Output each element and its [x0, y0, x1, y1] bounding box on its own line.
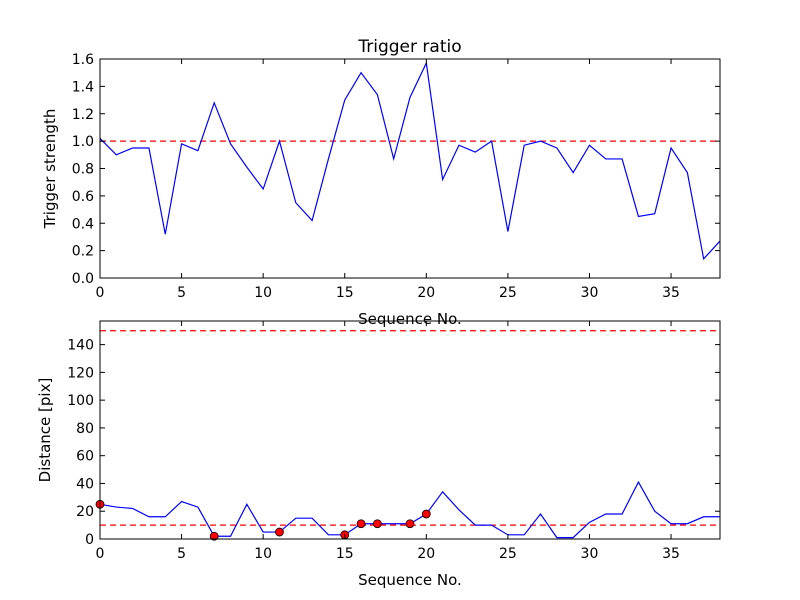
y-tick-label: 1.0: [72, 134, 94, 150]
data-marker: [356, 519, 366, 529]
x-tick-label: 10: [254, 285, 272, 301]
trigger-ratio-plot: 0 5 10 15 20 25 30 35 0.0 0.2 0.4 0.6 0.8 1.0 1.2 1.4 1.…: [41, 37, 721, 328]
x-tick-label: 0: [96, 285, 105, 301]
axes-frame: [99, 320, 721, 540]
x-tick-label: 0: [96, 546, 105, 562]
y-axis-label: Distance [pix]: [36, 378, 54, 483]
x-tick-label: 10: [254, 546, 272, 562]
series-line: [99, 480, 720, 539]
x-tick-label: 20: [417, 285, 435, 301]
x-axis-label: Sequence No.: [358, 310, 462, 328]
y-tick-label: 0.2: [72, 244, 94, 260]
y-tick-label: 140: [67, 338, 94, 354]
y-tick-label: 1.6: [72, 52, 94, 68]
distance-plot: 0 5 10 15 20 25 30 35 0 20 40 60 80 100 120 140 Sequence…: [36, 320, 721, 589]
x-tick-label: 25: [499, 285, 517, 301]
y-tick-label: 0: [85, 532, 94, 548]
x-tick-label: 15: [336, 546, 354, 562]
x-tick-label: 35: [662, 285, 680, 301]
y-tick-label: 1.2: [72, 107, 94, 123]
data-marker: [372, 519, 382, 529]
x-axis-label: Sequence No.: [358, 571, 462, 589]
data-marker: [405, 519, 415, 529]
x-tick-label: 30: [581, 546, 599, 562]
data-marker: [209, 531, 219, 541]
y-tick-label: 0.6: [72, 189, 94, 205]
y-tick-label: 100: [67, 393, 94, 409]
x-tick-label: 15: [336, 285, 354, 301]
data-marker: [421, 509, 431, 519]
y-axis-label: Trigger strength: [41, 109, 59, 230]
x-tick-label: 35: [662, 546, 680, 562]
series-line: [99, 61, 721, 261]
x-tick-label: 30: [581, 285, 599, 301]
y-tick-label: 20: [76, 504, 94, 520]
y-tick-label: 0.0: [72, 271, 94, 287]
y-tick-label: 80: [76, 421, 94, 437]
y-tick-label: 40: [76, 476, 94, 492]
x-tick-label: 5: [177, 546, 186, 562]
data-marker: [275, 527, 284, 537]
axes-frame: [99, 58, 721, 279]
y-tick-label: 60: [76, 449, 94, 465]
x-tick-label: 25: [499, 546, 517, 562]
x-tick-label: 20: [417, 546, 435, 562]
y-tick-label: 0.4: [72, 216, 94, 232]
y-tick-label: 120: [67, 365, 94, 381]
y-tick-label: 0.8: [72, 162, 94, 178]
chart-title: Trigger ratio: [357, 37, 461, 57]
y-tick-label: 1.4: [72, 79, 94, 95]
x-tick-label: 5: [177, 285, 186, 301]
